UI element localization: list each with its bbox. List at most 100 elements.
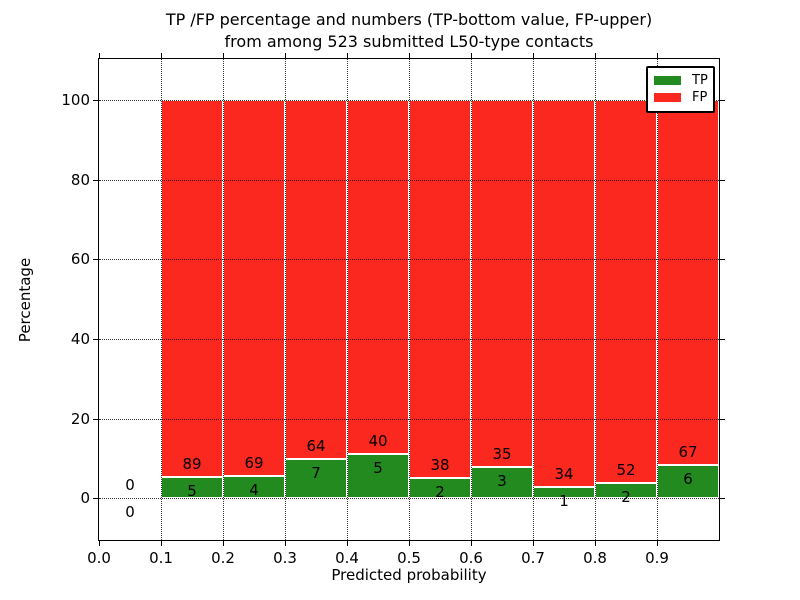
chart-title-line-1: TP /FP percentage and numbers (TP-bottom… [165,10,653,29]
bar-segment-fp [347,100,409,454]
y-tick-mark-right [720,179,725,181]
y-tick-mark-left [93,179,98,181]
x-tick-mark-bottom [533,541,534,546]
x-tick-mark-top [161,53,162,58]
x-tick-mark-bottom [657,541,658,546]
y-axis-label: Percentage [16,257,34,343]
x-tick-label: 0.1 [149,549,173,567]
legend-entry-fp: FP [654,89,708,106]
y-tick-label: 60 [70,250,90,269]
x-tick-label: 0.2 [211,549,235,567]
chart-title: TP /FP percentage and numbers (TP-bottom… [99,9,719,53]
y-tick-label: 80 [70,170,90,189]
x-tick-label: 0.7 [521,549,545,567]
x-axis-label: Predicted probability [331,566,487,584]
bar-count-label-tp: 5 [373,458,383,477]
legend-swatch-tp [654,76,681,85]
x-tick-mark-bottom [285,541,286,546]
bar-count-label-fp: 52 [616,461,636,480]
y-tick-mark-right [720,498,725,500]
x-tick-mark-top [99,53,100,58]
gridline-vertical [285,59,286,540]
x-tick-mark-bottom [161,541,162,546]
x-tick-mark-top [409,53,410,58]
bar-count-label-fp: 34 [554,464,574,483]
bar-segment-fp [223,100,285,477]
bar-segment-fp [595,100,657,484]
x-tick-mark-top [533,53,534,58]
bar-segment-fp [161,100,223,477]
legend-swatch-fp [654,93,681,102]
bar-count-label-fp: 64 [306,436,326,455]
y-tick-mark-left [93,498,98,500]
legend-entry-tp: TP [654,72,708,89]
bar-segment-fp [533,100,595,487]
gridline-vertical [223,59,224,540]
bar-count-label-tp: 5 [187,482,197,500]
x-tick-mark-top [657,53,658,58]
legend-label-tp: TP [692,73,708,88]
bar-count-label-fp: 67 [678,443,698,462]
gridline-vertical [657,59,658,540]
legend-label-fp: FP [692,90,708,105]
gridline-vertical [533,59,534,540]
gridline-vertical [409,59,410,540]
gridline-vertical [471,59,472,540]
x-tick-mark-bottom [471,541,472,546]
x-tick-mark-top [595,53,596,58]
bar-count-label-tp: 0 [125,503,135,522]
x-tick-label: 0.9 [645,549,669,567]
y-tick-mark-right [720,259,725,261]
gridline-vertical [595,59,596,540]
bar-segment-fp [285,100,347,459]
x-tick-mark-top [347,53,348,58]
x-tick-mark-bottom [595,541,596,546]
y-tick-mark-left [93,100,98,101]
bar-count-label-tp: 4 [249,481,259,500]
x-tick-mark-bottom [223,541,224,546]
bar-segment-fp [657,100,719,466]
bar-count-label-tp: 2 [435,483,445,502]
bar-count-label-fp: 89 [182,455,202,473]
y-tick-mark-right [720,100,725,101]
bar-count-label-fp: 40 [368,431,388,450]
bar-count-label-fp: 69 [244,454,264,473]
y-tick-mark-left [93,338,98,340]
y-tick-mark-left [93,259,98,261]
gridline-vertical [347,59,348,540]
gridline-vertical [161,59,162,540]
x-tick-label: 0.8 [583,549,607,567]
bar-count-label-tp: 3 [497,471,507,490]
bar-segment-tp [347,453,409,499]
chart-title-line-2: from among 523 submitted L50-type contac… [224,32,594,51]
x-tick-mark-bottom [99,541,100,546]
bar-count-label-tp: 1 [559,491,569,510]
x-tick-mark-top [471,53,472,58]
x-tick-label: 0.4 [335,549,359,567]
bar-count-label-fp: 0 [125,476,135,495]
y-tick-label: 40 [70,329,90,348]
x-tick-label: 0.5 [397,549,421,567]
bar-count-label-tp: 6 [683,470,693,489]
x-tick-mark-top [223,53,224,58]
bar-segment-fp [471,100,533,467]
x-tick-label: 0.6 [459,549,483,567]
bar-count-label-tp: 7 [311,463,321,482]
x-tick-mark-bottom [409,541,410,546]
bar-count-label-fp: 38 [430,456,450,475]
y-tick-label: 0 [80,489,90,508]
x-tick-mark-bottom [347,541,348,546]
x-tick-label: 0.3 [273,549,297,567]
x-tick-label: 0.0 [87,549,111,567]
bar-segment-tp [657,465,719,499]
bar-count-label-fp: 35 [492,444,512,463]
bar-segment-fp [409,100,471,479]
legend: TP FP [646,66,715,113]
y-tick-mark-left [93,418,98,420]
y-tick-label: 20 [70,409,90,428]
bar-segment-tp [285,458,347,499]
y-tick-mark-right [720,338,725,340]
y-tick-label: 100 [61,91,90,109]
bar-count-label-tp: 2 [621,488,631,507]
